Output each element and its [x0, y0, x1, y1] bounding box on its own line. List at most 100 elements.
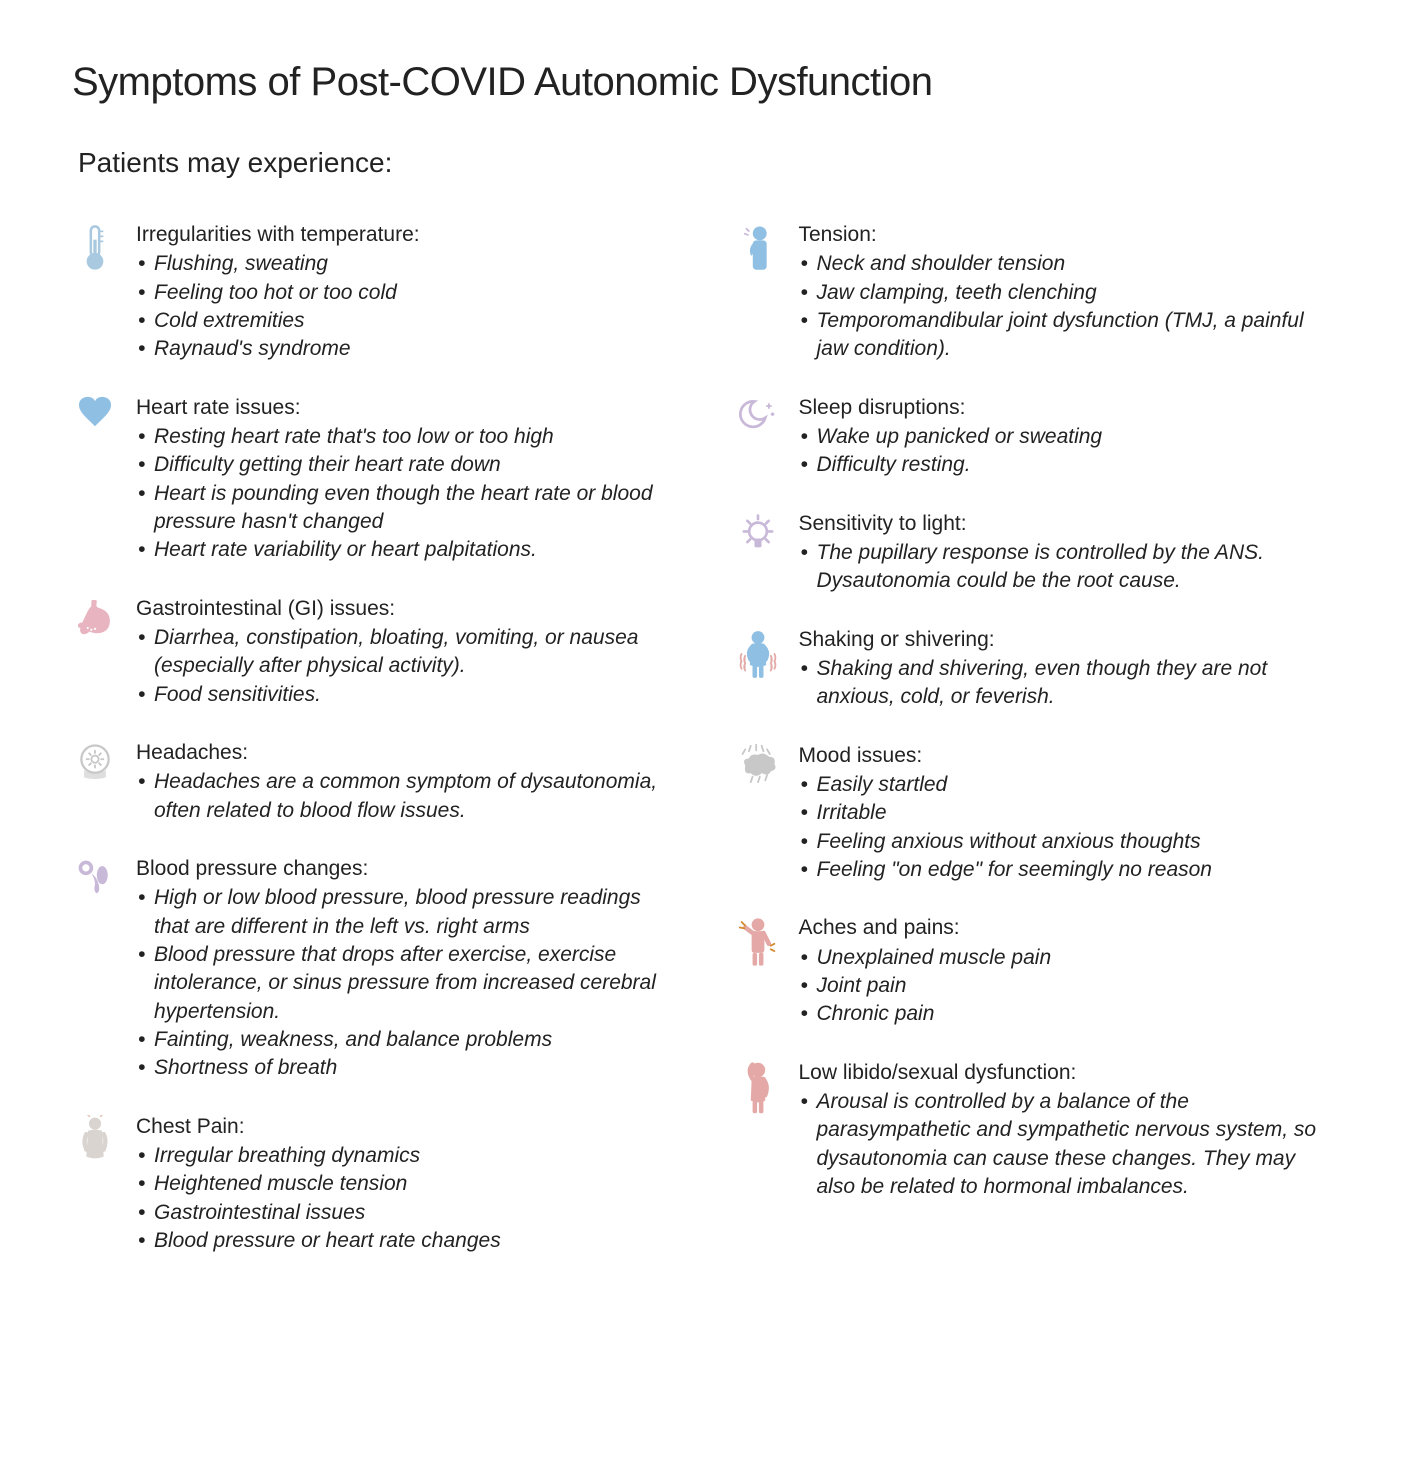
section-content: Shaking or shivering:Shaking and shiveri…	[799, 626, 1334, 712]
bullet-list: Diarrhea, constipation, bloating, vomiti…	[136, 624, 671, 709]
symptom-section: Mood issues:Easily startledIrritableFeel…	[735, 742, 1334, 885]
right-column: Tension:Neck and shoulder tensionJaw cla…	[735, 221, 1334, 1285]
shiver-icon	[735, 626, 781, 680]
mood-icon	[735, 742, 781, 784]
section-content: Aches and pains:Unexplained muscle painJ…	[799, 914, 1334, 1028]
bullet-item: Fainting, weakness, and balance problems	[136, 1026, 671, 1054]
symptom-section: Irregularities with temperature:Flushing…	[72, 221, 671, 364]
section-content: Headaches:Headaches are a common symptom…	[136, 739, 671, 825]
section-heading: Gastrointestinal (GI) issues:	[136, 595, 671, 622]
columns: Irregularities with temperature:Flushing…	[72, 221, 1333, 1285]
symptom-section: Shaking or shivering:Shaking and shiveri…	[735, 626, 1334, 712]
tension-icon	[735, 221, 781, 275]
section-heading: Headaches:	[136, 739, 671, 766]
section-content: Low libido/sexual dysfunction:Arousal is…	[799, 1059, 1334, 1202]
section-content: Mood issues:Easily startledIrritableFeel…	[799, 742, 1334, 885]
bullet-list: Resting heart rate that's too low or too…	[136, 423, 671, 565]
section-content: Tension:Neck and shoulder tensionJaw cla…	[799, 221, 1334, 364]
bullet-list: Flushing, sweatingFeeling too hot or too…	[136, 250, 671, 363]
bullet-item: Heart is pounding even though the heart …	[136, 480, 671, 537]
section-content: Blood pressure changes:High or low blood…	[136, 855, 671, 1083]
bullet-item: Cold extremities	[136, 307, 671, 335]
bullet-list: Headaches are a common symptom of dysaut…	[136, 768, 671, 825]
symptom-section: Sensitivity to light:The pupillary respo…	[735, 510, 1334, 596]
section-heading: Sleep disruptions:	[799, 394, 1334, 421]
symptom-section: Tension:Neck and shoulder tensionJaw cla…	[735, 221, 1334, 364]
bullet-list: The pupillary response is controlled by …	[799, 539, 1334, 596]
section-content: Heart rate issues:Resting heart rate tha…	[136, 394, 671, 565]
heart-icon	[72, 394, 118, 428]
bullet-item: Feeling "on edge" for seemingly no reaso…	[799, 856, 1334, 884]
section-heading: Heart rate issues:	[136, 394, 671, 421]
bullet-item: Wake up panicked or sweating	[799, 423, 1334, 451]
bp-icon	[72, 855, 118, 897]
chest-icon	[72, 1113, 118, 1167]
libido-icon	[735, 1059, 781, 1115]
bullet-item: Diarrhea, constipation, bloating, vomiti…	[136, 624, 671, 681]
symptom-section: Blood pressure changes:High or low blood…	[72, 855, 671, 1083]
bullet-follow: Dysautonomia could be the root cause.	[799, 567, 1334, 595]
bullet-item: Heightened muscle tension	[136, 1170, 671, 1198]
stomach-icon	[72, 595, 118, 637]
bullet-item: Neck and shoulder tension	[799, 250, 1334, 278]
bullet-list: High or low blood pressure, blood pressu…	[136, 884, 671, 1082]
sleep-icon	[735, 394, 781, 436]
bullet-item: Headaches are a common symptom of dysaut…	[136, 768, 671, 825]
bullet-item: Temporomandibular joint dysfunction (TMJ…	[799, 307, 1334, 364]
section-content: Sensitivity to light:The pupillary respo…	[799, 510, 1334, 596]
bullet-item: Jaw clamping, teeth clenching	[799, 279, 1334, 307]
left-column: Irregularities with temperature:Flushing…	[72, 221, 671, 1285]
bullet-list: Shaking and shivering, even though they …	[799, 655, 1334, 712]
symptom-section: Low libido/sexual dysfunction:Arousal is…	[735, 1059, 1334, 1202]
bullet-list: Neck and shoulder tensionJaw clamping, t…	[799, 250, 1334, 363]
section-content: Chest Pain: Irregular breathing dynamics…	[136, 1113, 671, 1256]
bullet-item: Heart rate variability or heart palpitat…	[136, 536, 671, 564]
thermometer-icon	[72, 221, 118, 273]
bullet-item: Shaking and shivering, even though they …	[799, 655, 1334, 712]
symptom-section: Headaches:Headaches are a common symptom…	[72, 739, 671, 825]
page-title: Symptoms of Post-COVID Autonomic Dysfunc…	[72, 60, 1333, 105]
headache-icon	[72, 739, 118, 781]
bullet-item: High or low blood pressure, blood pressu…	[136, 884, 671, 941]
bullet-item: Blood pressure or heart rate changes	[136, 1227, 671, 1255]
bullet-item: Irregular breathing dynamics	[136, 1142, 671, 1170]
symptom-section: Aches and pains:Unexplained muscle painJ…	[735, 914, 1334, 1028]
section-content: Irregularities with temperature:Flushing…	[136, 221, 671, 364]
section-heading: Tension:	[799, 221, 1334, 248]
bullet-list: Irregular breathing dynamicsHeightened m…	[136, 1142, 671, 1255]
light-icon	[735, 510, 781, 558]
section-heading: Mood issues:	[799, 742, 1334, 769]
bullet-list: Easily startledIrritableFeeling anxious …	[799, 771, 1334, 884]
section-heading: Shaking or shivering:	[799, 626, 1334, 653]
symptom-section: Gastrointestinal (GI) issues:Diarrhea, c…	[72, 595, 671, 709]
section-content: Sleep disruptions:Wake up panicked or sw…	[799, 394, 1334, 480]
bullet-item: Resting heart rate that's too low or too…	[136, 423, 671, 451]
section-heading: Low libido/sexual dysfunction:	[799, 1059, 1334, 1086]
ache-icon	[735, 914, 781, 968]
bullet-item: Blood pressure that drops after exercise…	[136, 941, 671, 1026]
section-heading: Blood pressure changes:	[136, 855, 671, 882]
bullet-item: Chronic pain	[799, 1000, 1334, 1028]
subtitle: Patients may experience:	[78, 147, 1333, 179]
bullet-item: Joint pain	[799, 972, 1334, 1000]
bullet-item: Easily startled	[799, 771, 1334, 799]
section-heading: Chest Pain:	[136, 1113, 671, 1140]
section-heading: Irregularities with temperature:	[136, 221, 671, 248]
bullet-item: Difficulty resting.	[799, 451, 1334, 479]
bullet-item: Difficulty getting their heart rate down	[136, 451, 671, 479]
bullet-item: Food sensitivities.	[136, 681, 671, 709]
symptom-section: Sleep disruptions:Wake up panicked or sw…	[735, 394, 1334, 480]
bullet-item: Gastrointestinal issues	[136, 1199, 671, 1227]
bullet-list: Arousal is controlled by a balance of th…	[799, 1088, 1334, 1201]
section-heading: Sensitivity to light:	[799, 510, 1334, 537]
bullet-item: Flushing, sweating	[136, 250, 671, 278]
section-content: Gastrointestinal (GI) issues:Diarrhea, c…	[136, 595, 671, 709]
bullet-item: The pupillary response is controlled by …	[799, 539, 1334, 567]
bullet-item: Feeling too hot or too cold	[136, 279, 671, 307]
bullet-item: Irritable	[799, 799, 1334, 827]
bullet-item: Arousal is controlled by a balance of th…	[799, 1088, 1334, 1201]
bullet-item: Raynaud's syndrome	[136, 335, 671, 363]
bullet-item: Feeling anxious without anxious thoughts	[799, 828, 1334, 856]
symptom-section: Chest Pain: Irregular breathing dynamics…	[72, 1113, 671, 1256]
section-heading: Aches and pains:	[799, 914, 1334, 941]
